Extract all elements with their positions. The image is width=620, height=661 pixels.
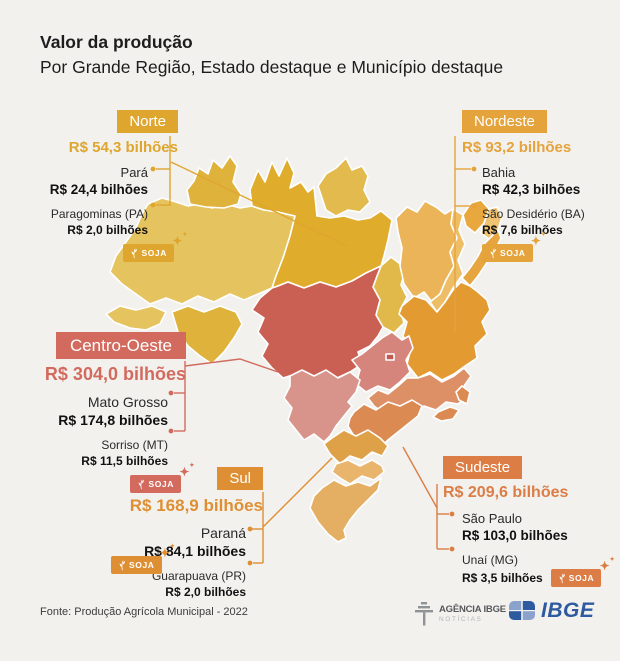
state-value-norte: R$ 24,4 bilhões [49, 182, 148, 197]
region-badge-centro-oeste: Centro-Oeste [55, 332, 186, 359]
state-rio-grande-do-sul [309, 477, 382, 543]
state-name-nordeste: Bahia [482, 165, 516, 180]
state-value-sudeste: R$ 103,0 bilhões [462, 528, 568, 543]
soja-icon [490, 248, 496, 258]
city-name-nordeste: São Desidério (BA) [482, 207, 585, 221]
region-total-sul: R$ 168,9 bilhões [129, 496, 263, 515]
soja-icon [559, 573, 565, 583]
city-name-norte: Paragominas (PA) [50, 207, 148, 221]
region-block-sudeste: Sudeste R$ 209,6 bilhões São Paulo R$ 10… [443, 456, 619, 587]
page-title: Valor da produção [40, 32, 193, 52]
state-para [249, 157, 393, 289]
region-block-nordeste: Nordeste R$ 93,2 bilhões Bahia R$ 42,3 b… [462, 110, 620, 264]
agencia-ibge-sub: NOTÍCIAS [439, 615, 483, 623]
soja-icon [132, 248, 138, 258]
agencia-ibge-wordmark: AGÊNCIA IBGE [439, 604, 506, 615]
page-subtitle: Por Grande Região, Estado destaque e Mun… [40, 56, 504, 77]
sparkle-icon: ✦ [172, 232, 187, 247]
region-badge-nordeste: Nordeste [462, 110, 547, 133]
state-espirito-santo [455, 385, 471, 405]
state-value-centro-oeste: R$ 174,8 bilhões [58, 412, 168, 428]
state-santa-catarina [331, 459, 385, 485]
state-amapa [317, 157, 371, 217]
map-region-nordeste [395, 199, 503, 381]
leader-norte [150, 136, 348, 247]
state-mato-grosso-do-sul [283, 369, 361, 443]
region-block-norte: Norte R$ 54,3 bilhões Pará R$ 24,4 bilhõ… [20, 110, 188, 264]
city-name-sul: Guarapuava (PR) [151, 569, 246, 583]
map-region-sul [309, 429, 389, 543]
region-badge-sul: Sul [217, 467, 263, 490]
agencia-ibge-logo: AGÊNCIA IBGE NOTÍCIAS [413, 601, 506, 627]
sparkle-icon: ✦ [531, 232, 546, 247]
state-df [385, 353, 395, 361]
region-badge-norte: Norte [117, 110, 178, 133]
sparkle-icon: ✦ [160, 544, 175, 559]
city-value-sul: R$ 2,0 bilhões [165, 585, 246, 599]
city-value-nordeste: R$ 7,6 bilhões [482, 223, 563, 237]
state-name-sudeste: São Paulo [462, 511, 522, 526]
map-region-norte [105, 155, 408, 365]
state-value-nordeste: R$ 42,3 bilhões [482, 182, 581, 197]
sparkle-icon: ✦ [179, 463, 194, 478]
state-mato-grosso [251, 265, 384, 381]
crop-badge-norte: SOJA ✦ [123, 232, 188, 262]
state-parana [323, 429, 389, 465]
leader-nordeste [454, 136, 477, 333]
sparkle-icon: ✦ [600, 557, 615, 572]
ibge-icon [509, 601, 535, 620]
soja-icon [139, 479, 145, 489]
region-total-norte: R$ 54,3 bilhões [68, 139, 178, 156]
soja-icon [119, 560, 125, 570]
crop-badge-centro-oeste: SOJA ✦ [130, 463, 195, 493]
city-name-sudeste: Unaí (MG) [462, 553, 519, 567]
city-name-centro-oeste: Sorriso (MT) [101, 438, 168, 452]
region-block-centro-oeste: Centro-Oeste R$ 304,0 bilhões Mato Gross… [26, 332, 195, 495]
state-name-sul: Paraná [200, 525, 246, 541]
state-rio-de-janeiro [432, 406, 460, 422]
brazil-map [105, 155, 503, 543]
map-region-centro-oeste [251, 265, 414, 443]
city-value-sudeste: R$ 3,5 bilhões [462, 571, 543, 585]
state-rondonia [171, 305, 243, 365]
region-badge-sudeste: Sudeste [443, 456, 523, 479]
leader-sul [247, 457, 333, 566]
crop-badge-sudeste: SOJA ✦ [550, 557, 615, 587]
state-acre [105, 305, 167, 331]
city-value-norte: R$ 2,0 bilhões [67, 223, 148, 237]
state-name-centro-oeste: Mato Grosso [87, 394, 168, 410]
region-total-nordeste: R$ 93,2 bilhões [462, 139, 572, 156]
agencia-ibge-tree-icon [415, 602, 433, 626]
leader-sudeste [402, 446, 455, 552]
source-note: Fonte: Produção Agrícola Municipal - 202… [40, 606, 248, 618]
region-block-sul: Sul R$ 168,9 bilhões Paraná R$ 84,1 bilh… [111, 467, 263, 599]
crop-badge-sul: SOJA ✦ [111, 544, 175, 574]
state-name-norte: Pará [120, 165, 148, 180]
leader-centro-oeste [168, 358, 279, 434]
ibge-wordmark: IBGE [541, 599, 595, 622]
header: Valor da produção Por Grande Região, Est… [40, 32, 503, 79]
region-total-centro-oeste: R$ 304,0 bilhões [44, 364, 186, 384]
city-value-centro-oeste: R$ 11,5 bilhões [81, 454, 168, 468]
ibge-logo: IBGE [509, 599, 594, 623]
crop-badge-nordeste: SOJA ✦ [482, 232, 546, 262]
region-total-sudeste: R$ 209,6 bilhões [443, 484, 569, 501]
